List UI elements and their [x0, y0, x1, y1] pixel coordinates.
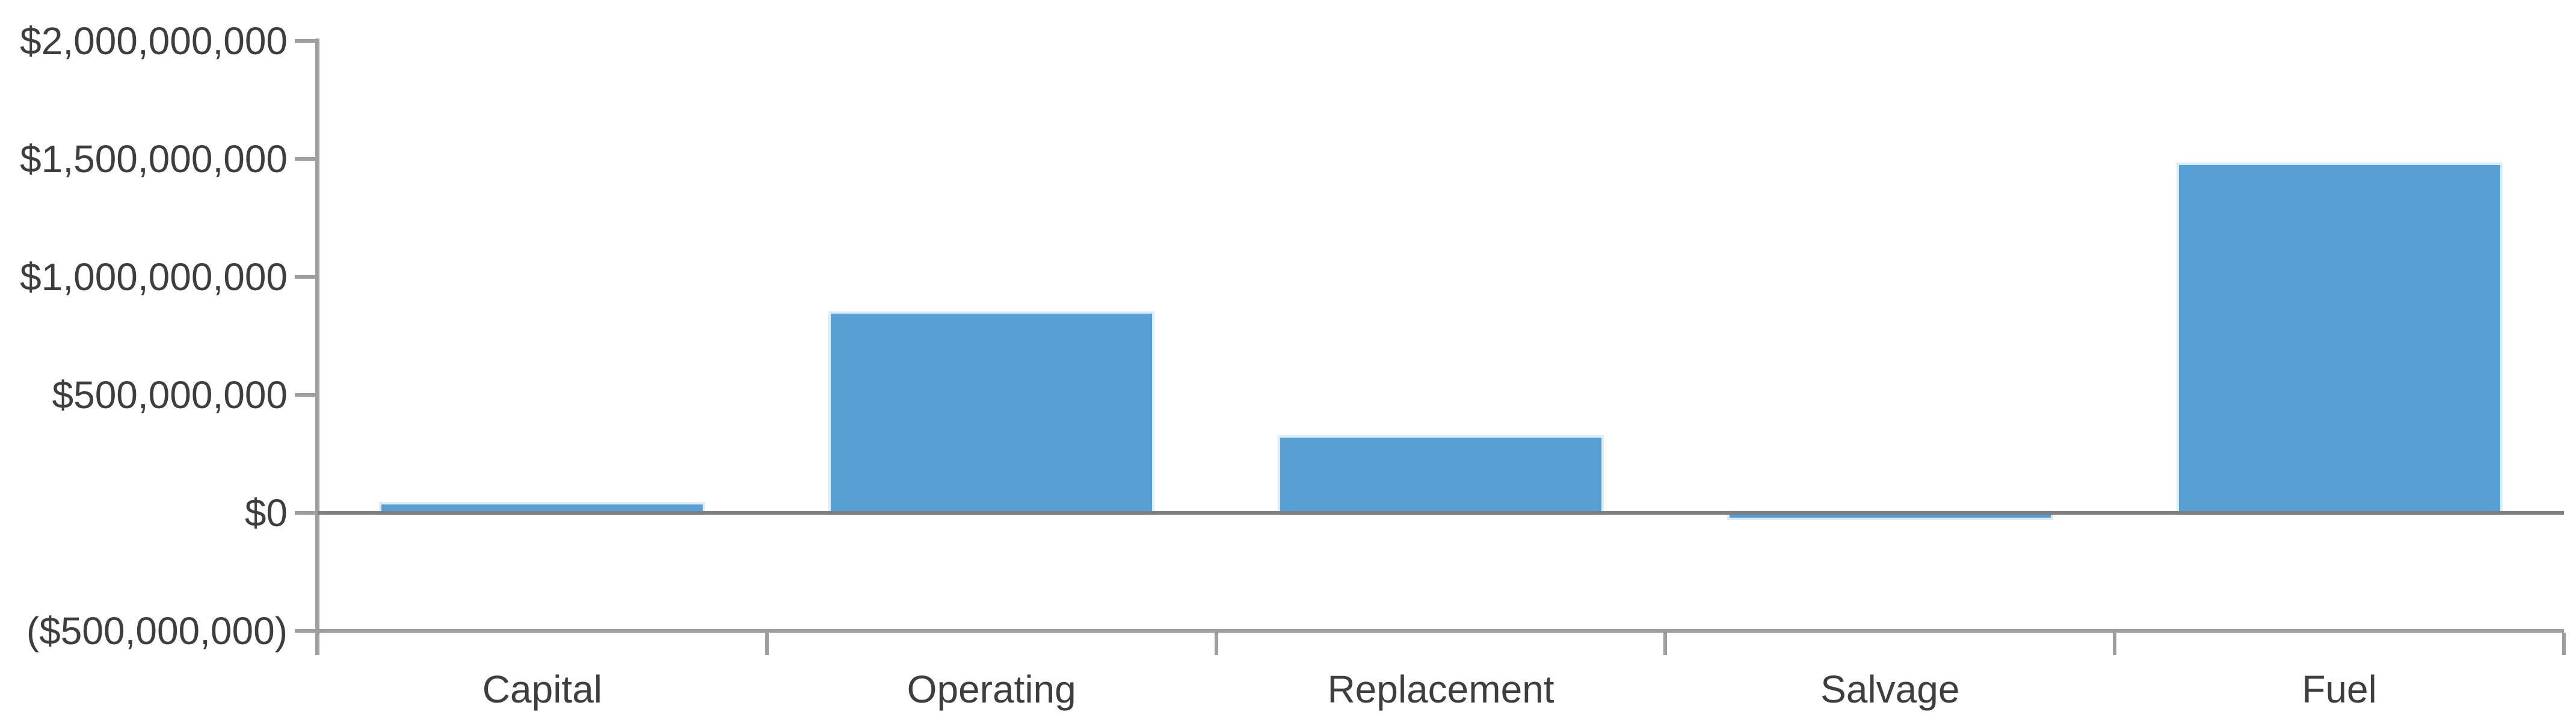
- bar-fuel: [2176, 162, 2503, 515]
- category-axis-line: [318, 629, 2564, 633]
- bar-capital: [379, 502, 706, 515]
- category-axis-tick: [765, 633, 769, 655]
- y-axis-tick: [295, 157, 318, 161]
- category-axis-tick: [1214, 633, 1218, 655]
- zero-value-line: [318, 511, 2564, 515]
- category-axis-tick: [1663, 633, 1668, 655]
- x-axis-label-fuel: Fuel: [2302, 668, 2377, 711]
- y-axis-tick: [295, 275, 318, 279]
- y-axis-tick: [295, 629, 318, 633]
- x-axis-label-salvage: Salvage: [1820, 668, 1960, 711]
- y-axis-label: $2,000,000,000: [20, 19, 288, 63]
- x-axis-label-operating: Operating: [907, 668, 1076, 711]
- y-axis-tick: [295, 511, 318, 515]
- y-axis-tick: [295, 39, 318, 43]
- category-axis-tick: [316, 633, 319, 655]
- bar-operating: [828, 311, 1155, 515]
- y-axis-label: $1,000,000,000: [20, 255, 288, 299]
- y-axis-label: $1,500,000,000: [20, 137, 288, 181]
- bar-salvage: [1727, 510, 2053, 520]
- x-axis-label-capital: Capital: [482, 668, 602, 711]
- y-axis-label: ($500,000,000): [26, 609, 288, 653]
- y-axis-label: $500,000,000: [52, 373, 288, 417]
- bar-replacement: [1278, 435, 1604, 515]
- y-axis-tick: [295, 393, 318, 397]
- x-axis-label-replacement: Replacement: [1327, 668, 1555, 711]
- y-axis-line: [315, 39, 319, 655]
- category-axis-tick: [2113, 633, 2117, 655]
- category-axis-tick: [2562, 633, 2566, 655]
- y-axis-label: $0: [244, 491, 288, 535]
